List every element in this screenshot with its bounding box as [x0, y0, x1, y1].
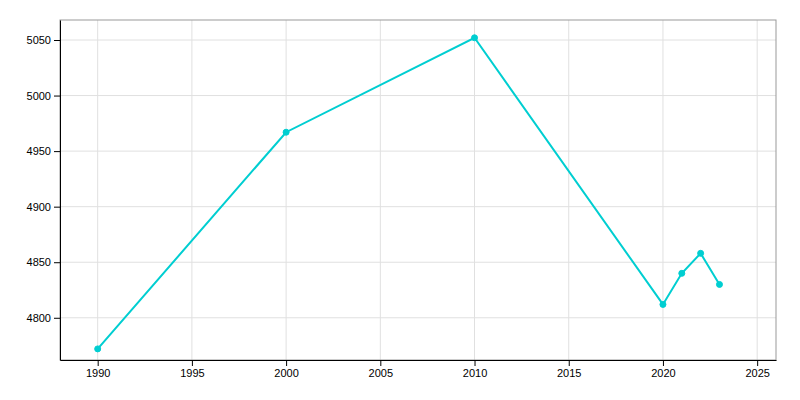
- y-tick: 5000: [27, 90, 60, 102]
- y-tick-mark: [54, 318, 60, 319]
- x-tick: 2015: [557, 360, 581, 379]
- grid-line-x: [286, 20, 287, 360]
- chart-svg: 1990 1995 2000 2005 2010 2015 2020 2025 4800 4850…: [0, 0, 800, 400]
- data-point: [660, 301, 666, 307]
- y-tick-label: 4950: [27, 145, 51, 157]
- x-tick-label: 1990: [86, 367, 110, 379]
- data-point: [95, 346, 101, 352]
- y-tick-mark: [54, 96, 60, 97]
- plot-area: 1990 1995 2000 2005 2010 2015 2020 2025 4800 4850…: [27, 20, 777, 379]
- x-tick-mark: [192, 360, 193, 366]
- x-tick-mark: [380, 360, 381, 366]
- x-tick: 2020: [651, 360, 675, 379]
- y-axis-line: [60, 21, 61, 361]
- grid-line-x: [568, 20, 569, 360]
- x-tick-mark: [475, 360, 476, 366]
- x-tick-label: 2025: [745, 367, 769, 379]
- data-line: [98, 38, 720, 349]
- y-tick-label: 5000: [27, 90, 51, 102]
- x-tick-label: 2000: [274, 367, 298, 379]
- y-tick-label: 4850: [27, 256, 51, 268]
- x-tick: 2000: [274, 360, 298, 379]
- x-tick-mark: [569, 360, 570, 366]
- y-tick-label: 4800: [27, 312, 51, 324]
- y-axis: 4800 4850 4900 4950 5000 5050: [27, 21, 61, 361]
- grid-line-y: [60, 151, 776, 152]
- y-tick-mark: [54, 151, 60, 152]
- grid-line-y: [60, 95, 776, 96]
- grid-line-x: [191, 20, 192, 360]
- grid-line-y: [60, 317, 776, 318]
- x-axis-line: [61, 360, 777, 361]
- data-point: [283, 129, 289, 135]
- x-tick-mark: [663, 360, 664, 366]
- y-tick: 4800: [27, 312, 60, 324]
- y-tick: 4850: [27, 256, 60, 268]
- x-tick: 2010: [463, 360, 487, 379]
- y-tick: 5050: [27, 34, 60, 46]
- grid-line-x: [474, 20, 475, 360]
- y-tick: 4950: [27, 145, 60, 157]
- plot-frame: [60, 20, 776, 360]
- data-point: [679, 270, 685, 276]
- x-tick: 1995: [180, 360, 204, 379]
- x-tick-mark: [98, 360, 99, 366]
- y-tick-label: 4900: [27, 201, 51, 213]
- x-tick-label: 2010: [463, 367, 487, 379]
- x-tick-mark: [286, 360, 287, 366]
- x-tick: 2005: [369, 360, 393, 379]
- data-point: [698, 250, 704, 256]
- y-tick: 4900: [27, 201, 60, 213]
- y-tick-mark: [54, 207, 60, 208]
- data-point: [472, 35, 478, 41]
- x-tick-label: 2005: [369, 367, 393, 379]
- y-tick-mark: [54, 40, 60, 41]
- x-tick-mark: [757, 360, 758, 366]
- grid-line-y: [60, 206, 776, 207]
- grid-line-y: [60, 40, 776, 41]
- grid-line-x: [380, 20, 381, 360]
- x-tick-label: 2020: [651, 367, 675, 379]
- y-tick-mark: [54, 262, 60, 263]
- data-layer: [95, 35, 723, 352]
- grid-line-x: [662, 20, 663, 360]
- x-tick: 2025: [745, 360, 769, 379]
- x-tick-label: 2015: [557, 367, 581, 379]
- grid-line-x: [97, 20, 98, 360]
- x-tick-label: 1995: [180, 367, 204, 379]
- x-axis: 1990 1995 2000 2005 2010 2015 2020 2025: [61, 360, 777, 379]
- grid-line-x: [757, 20, 758, 360]
- data-point: [716, 281, 722, 287]
- y-tick-label: 5050: [27, 34, 51, 46]
- grid: [60, 20, 776, 360]
- grid-line-y: [60, 262, 776, 263]
- x-tick: 1990: [86, 360, 110, 379]
